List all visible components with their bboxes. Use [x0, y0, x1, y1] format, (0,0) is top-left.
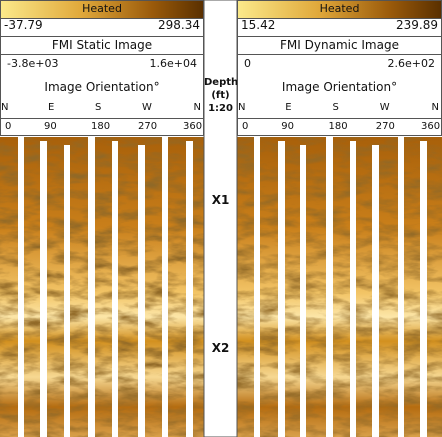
degree-label: 0 — [242, 121, 249, 132]
depth-scale: 1:20 — [208, 103, 233, 114]
direction-label: N — [1, 102, 9, 113]
orientation-label: Image Orientation° — [281, 80, 398, 94]
panel-title: FMI Dynamic Image — [280, 38, 399, 52]
scale-max: 1.6e+04 — [149, 57, 197, 70]
marker: X2 — [211, 341, 230, 355]
pad-gap — [278, 141, 285, 437]
scale-max: 2.6e+02 — [387, 57, 435, 70]
degree-label: 180 — [328, 121, 348, 132]
panel-header: Heated 15.42 239.89 FMI Dynamic Image 0 2.6e+… — [237, 0, 442, 136]
divider — [1, 36, 203, 37]
divider — [1, 118, 203, 119]
depth-unit: (ft) — [211, 90, 230, 101]
direction-label: N — [431, 102, 439, 113]
divider — [1, 54, 203, 55]
degree-label: 360 — [183, 121, 203, 132]
colorbar — [238, 1, 441, 19]
divider — [238, 118, 441, 119]
degree-label: 90 — [281, 121, 294, 132]
pad-gap — [372, 145, 379, 437]
direction-label: W — [379, 102, 390, 113]
colorbar-min: 15.42 — [241, 18, 276, 32]
direction-label: S — [332, 102, 339, 113]
scale-min: 0 — [244, 57, 251, 70]
direction-label: N — [193, 102, 201, 113]
degree-label: 270 — [375, 121, 395, 132]
degree-label: 90 — [44, 121, 57, 132]
pad-gap — [138, 145, 145, 437]
degree-label: 180 — [91, 121, 111, 132]
pad-gap — [398, 137, 404, 437]
pad-gap — [326, 137, 333, 437]
pad-gap — [420, 141, 427, 437]
pad-gap — [254, 137, 260, 437]
direction-label: S — [95, 102, 102, 113]
scale-min: -3.8e+03 — [7, 57, 59, 70]
colorbar-max: 298.34 — [158, 18, 200, 32]
pad-gaps — [18, 137, 427, 437]
degree-label: 270 — [138, 121, 158, 132]
colorbar-max: 239.89 — [396, 18, 438, 32]
depth-track — [203, 0, 238, 437]
degree-label: 360 — [421, 121, 441, 132]
direction-label: E — [285, 102, 292, 113]
colorbar-label: Heated — [319, 2, 360, 15]
pad-gap — [64, 145, 70, 437]
panel-title: FMI Static Image — [51, 38, 153, 52]
pad-gap — [300, 145, 306, 437]
degree-label: 0 — [5, 121, 12, 132]
direction-label: N — [238, 102, 246, 113]
divider — [238, 36, 441, 37]
depth-header: Depth (ft) 1:20 — [204, 76, 239, 115]
pad-gap — [88, 137, 95, 437]
static-image — [0, 137, 204, 437]
divider — [238, 54, 441, 55]
pad-gap — [18, 137, 24, 437]
dynamic-image — [237, 137, 442, 437]
panel-header: Heated -37.79 298.34 FMI Static Image -3.8e+… — [0, 0, 204, 136]
colorbar — [1, 1, 203, 19]
pad-gap — [186, 141, 193, 437]
pad-gap — [350, 141, 356, 437]
colorbar-label: Heated — [82, 2, 122, 15]
direction-label: E — [48, 102, 55, 113]
orientation-label: Image Orientation° — [44, 80, 160, 94]
pad-gap — [40, 141, 47, 437]
pad-gap — [162, 137, 168, 437]
depth-title: Depth — [204, 77, 239, 88]
pad-gap — [112, 141, 118, 437]
colorbar-min: -37.79 — [4, 18, 43, 32]
marker: X1 — [211, 193, 230, 207]
direction-label: W — [142, 102, 152, 113]
